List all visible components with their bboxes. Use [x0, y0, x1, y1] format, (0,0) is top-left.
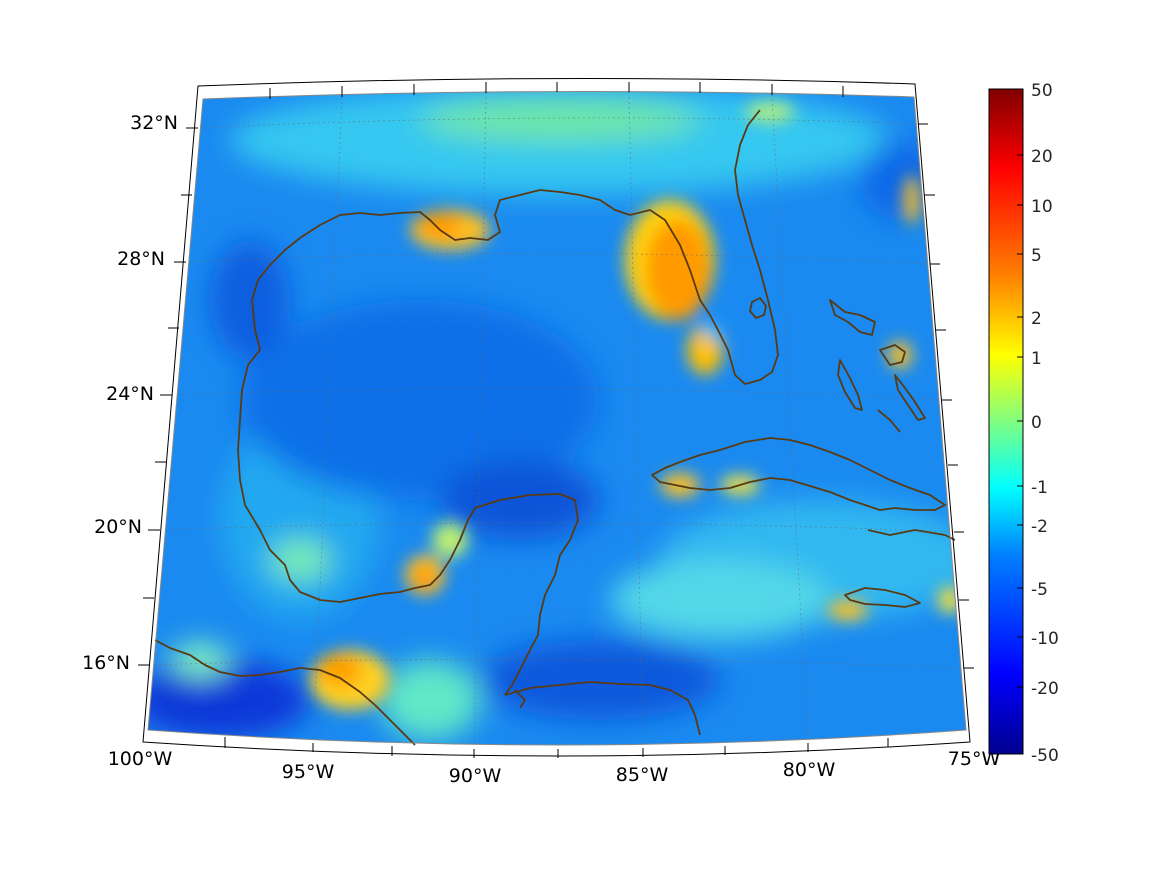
lat-labels: 32°N 28°N 24°N 20°N 16°N: [82, 112, 178, 674]
colorbar-label: -10: [1031, 629, 1059, 649]
lon-label: 100°W: [108, 748, 173, 770]
lon-labels: 100°W 95°W 90°W 85°W 80°W 75°W: [108, 748, 1001, 787]
colorbar-label: -50: [1031, 746, 1059, 766]
lat-label: 20°N: [94, 516, 142, 538]
lon-label: 90°W: [449, 765, 502, 787]
colorbar-label: -20: [1031, 679, 1059, 699]
colorbar-label: 2: [1031, 309, 1042, 329]
lon-label: 80°W: [783, 759, 836, 781]
lon-label: 85°W: [616, 764, 669, 786]
colorbar-label: 10: [1031, 197, 1053, 217]
colorbar-label: 20: [1031, 147, 1053, 167]
graticule: [149, 91, 965, 745]
colorbar-label: 0: [1031, 413, 1042, 433]
colorbar-ticks: [1017, 88, 1023, 755]
colorbar-labels: 50 20 10 5 2 1 0 -1 -2 -5 -10 -20 -50: [1031, 81, 1059, 766]
lat-label: 28°N: [117, 248, 165, 270]
colorbar-label: 1: [1031, 349, 1042, 369]
colorbar-label: -5: [1031, 580, 1048, 600]
lat-label: 16°N: [82, 652, 130, 674]
colorbar-label: 5: [1031, 246, 1042, 266]
lon-label: 75°W: [948, 748, 1001, 770]
map-frame: [138, 77, 974, 758]
colorbar: 50 20 10 5 2 1 0 -1 -2 -5 -10 -20 -50: [988, 81, 1059, 766]
map-field: [148, 91, 966, 745]
colorbar-label: 50: [1031, 81, 1053, 101]
colorbar-label: -2: [1031, 517, 1048, 537]
lat-label: 24°N: [106, 383, 154, 405]
lon-label: 95°W: [282, 761, 335, 783]
lat-label: 32°N: [130, 112, 178, 134]
colorbar-label: -1: [1031, 478, 1048, 498]
coastlines: [154, 109, 956, 746]
